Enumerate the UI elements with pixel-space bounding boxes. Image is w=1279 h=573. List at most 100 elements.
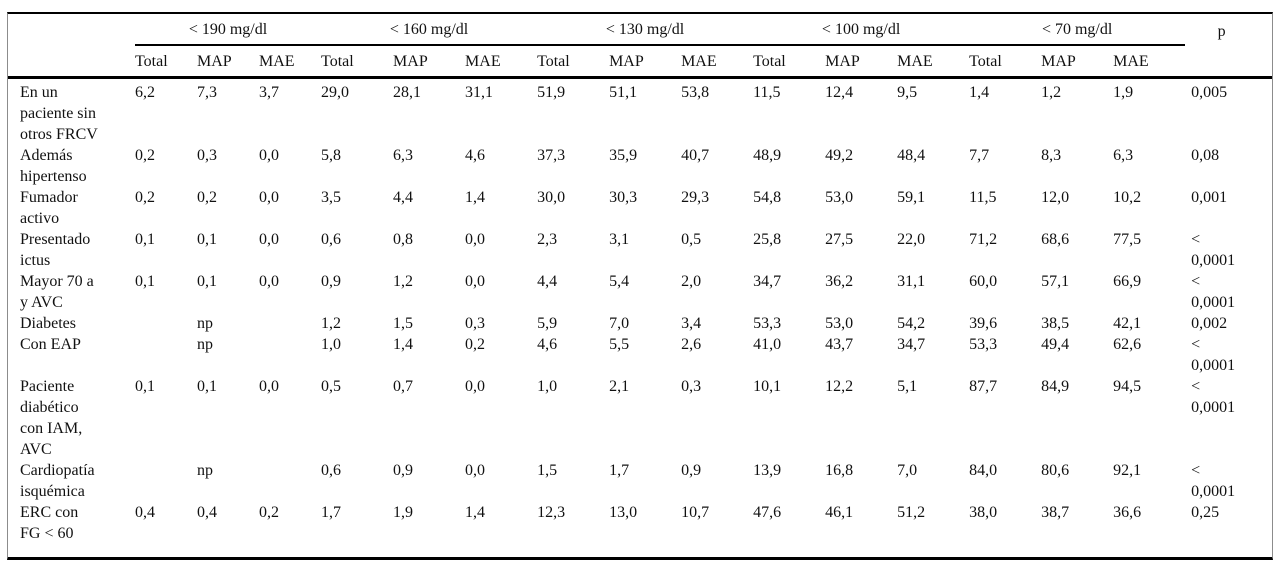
data-cell: 31,1 xyxy=(897,273,926,290)
group-header-row: < 190 mg/dl < 160 mg/dl < 130 mg/dl < 100 m… xyxy=(8,14,1272,79)
table-row: Paciente diabético con IAM, AVC 0,1 0,1 0,0… xyxy=(8,376,1272,460)
data-cell: 34,7 xyxy=(897,336,926,353)
data-cell: 1,5 xyxy=(393,315,414,332)
data-cell: 54,2 xyxy=(897,315,926,332)
data-cell: 38,0 xyxy=(969,504,998,521)
data-cell: 29,3 xyxy=(681,189,710,206)
data-cell: 30,0 xyxy=(537,189,566,206)
data-cell: 0,1 xyxy=(135,273,155,290)
data-cell: 43,7 xyxy=(825,336,854,353)
subheader-row: Total MAP MAE Total MAP MAE Total MAP MAE Total MA… xyxy=(8,45,1272,79)
p-value-cell: < 0,0001 xyxy=(1191,462,1236,500)
data-cell: 0,0 xyxy=(465,462,486,479)
data-cell: 0,3 xyxy=(197,147,217,164)
data-cell: 68,6 xyxy=(1041,231,1070,248)
data-cell xyxy=(259,313,321,334)
subheader-2-total: Total xyxy=(321,45,394,79)
data-cell: 46,1 xyxy=(825,504,854,521)
subheader-3-total: Total xyxy=(537,45,610,79)
subheader-1-mae: MAE xyxy=(259,45,322,79)
data-cell: 0,2 xyxy=(465,336,486,353)
data-cell: 53,0 xyxy=(825,315,854,332)
data-cell xyxy=(135,460,197,502)
p-value-cell: 0,25 xyxy=(1191,504,1220,521)
data-cell: 12,2 xyxy=(825,378,854,395)
row-label: Además hipertenso xyxy=(20,147,87,185)
data-cell: 0,6 xyxy=(321,462,342,479)
data-cell: 53,3 xyxy=(969,336,998,353)
table-row: Cardiopatía isquémica np 0,6 0,9 0,0 1,5 1,7 0,… xyxy=(8,460,1272,502)
data-cell: np xyxy=(197,462,213,479)
data-cell: 53,8 xyxy=(681,84,710,101)
data-cell: 60,0 xyxy=(969,273,998,290)
table-header: < 190 mg/dl < 160 mg/dl < 130 mg/dl < 100 m… xyxy=(8,14,1272,79)
data-cell: 0,2 xyxy=(259,504,279,521)
data-cell: 4,6 xyxy=(537,336,558,353)
data-cell: 5,4 xyxy=(609,273,630,290)
data-cell: 0,0 xyxy=(259,189,279,206)
p-value-cell: < 0,0001 xyxy=(1191,378,1236,416)
data-cell: 1,2 xyxy=(321,315,342,332)
p-value-cell: < 0,0001 xyxy=(1191,231,1236,269)
data-cell: 1,4 xyxy=(465,189,486,206)
data-cell: 4,4 xyxy=(393,189,414,206)
data-cell: 7,0 xyxy=(897,462,918,479)
data-cell: 0,0 xyxy=(259,273,279,290)
data-cell: 66,9 xyxy=(1113,273,1142,290)
data-cell: 13,9 xyxy=(753,462,782,479)
p-value-cell: 0,002 xyxy=(1191,315,1228,332)
data-cell: 0,5 xyxy=(321,378,342,395)
data-cell: 7,3 xyxy=(197,84,217,101)
table-row: ERC con FG < 60 0,4 0,4 0,2 1,7 1,9 1,4 12,3 13,… xyxy=(8,502,1272,552)
data-cell: 5,9 xyxy=(537,315,558,332)
data-cell: 59,1 xyxy=(897,189,926,206)
data-cell: 49,4 xyxy=(1041,336,1070,353)
data-cell: 1,7 xyxy=(321,504,342,521)
data-cell: 27,5 xyxy=(825,231,854,248)
subheader-1-total: Total xyxy=(135,45,197,79)
data-cell: 5,8 xyxy=(321,147,342,164)
data-cell: 2,3 xyxy=(537,231,558,248)
subheader-5-map: MAP xyxy=(1041,45,1114,79)
row-label: Con EAP xyxy=(20,336,81,353)
table-body: En un paciente sin otros FRCV 6,2 7,3 3,7 29… xyxy=(8,78,1272,553)
data-cell: 36,2 xyxy=(825,273,854,290)
data-cell: 12,3 xyxy=(537,504,566,521)
data-cell: 1,4 xyxy=(969,84,990,101)
data-cell: 25,8 xyxy=(753,231,782,248)
data-cell: 0,2 xyxy=(135,189,155,206)
data-cell: 5,1 xyxy=(897,378,918,395)
data-cell: 0,6 xyxy=(321,231,342,248)
data-cell: 1,4 xyxy=(393,336,414,353)
data-cell: 0,9 xyxy=(681,462,702,479)
p-value-cell: 0,001 xyxy=(1191,189,1228,206)
subheader-3-map: MAP xyxy=(609,45,682,79)
data-cell: 40,7 xyxy=(681,147,710,164)
data-cell: 62,6 xyxy=(1113,336,1142,353)
data-cell: 3,1 xyxy=(609,231,630,248)
data-cell: 5,5 xyxy=(609,336,630,353)
data-cell: 9,5 xyxy=(897,84,918,101)
data-cell: 36,6 xyxy=(1113,504,1142,521)
data-cell: 4,6 xyxy=(465,147,486,164)
data-cell: 92,1 xyxy=(1113,462,1142,479)
data-cell: np xyxy=(197,336,213,353)
data-cell: 0,0 xyxy=(465,231,486,248)
data-cell: 3,4 xyxy=(681,315,702,332)
data-cell: 54,8 xyxy=(753,189,782,206)
row-label: ERC con FG < 60 xyxy=(20,504,79,542)
subheader-4-map: MAP xyxy=(825,45,898,79)
data-cell: 1,2 xyxy=(393,273,414,290)
data-cell: 48,9 xyxy=(753,147,782,164)
data-cell: 1,0 xyxy=(321,336,342,353)
data-cell: 39,6 xyxy=(969,315,998,332)
data-cell: 22,0 xyxy=(897,231,926,248)
data-cell: 1,2 xyxy=(1041,84,1062,101)
p-column-header: p xyxy=(1185,14,1272,79)
data-cell: 0,2 xyxy=(197,189,217,206)
data-cell: 0,1 xyxy=(135,378,155,395)
data-cell: 38,7 xyxy=(1041,504,1070,521)
data-cell: 0,0 xyxy=(259,231,279,248)
ldl-targets-results-table: < 190 mg/dl < 160 mg/dl < 130 mg/dl < 100 m… xyxy=(8,14,1272,552)
data-cell: 11,5 xyxy=(969,189,997,206)
